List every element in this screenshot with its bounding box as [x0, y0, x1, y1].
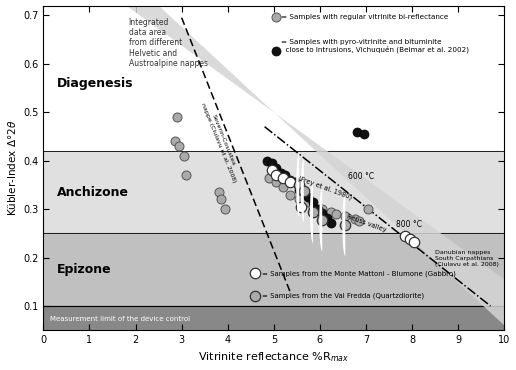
Text: Epizone: Epizone	[57, 263, 112, 276]
Text: Integrated
data area
from different
Helvetic and
Austroalpine nappes: Integrated data area from different Helv…	[128, 18, 207, 68]
Text: 800 °C: 800 °C	[396, 221, 422, 229]
Bar	[43, 6, 504, 151]
Wedge shape	[342, 193, 345, 256]
Text: Anchizone: Anchizone	[57, 186, 129, 199]
Text: = Samples with regular vitrinite bi-reflectance: = Samples with regular vitrinite bi-refl…	[281, 14, 448, 20]
Text: = Samples with pyro-vitrinite and bituminite
  close to intrusions, Vichuquén (B: = Samples with pyro-vitrinite and bitumi…	[281, 39, 469, 54]
Text: Diagenesis: Diagenesis	[57, 77, 134, 90]
Bar	[43, 233, 504, 306]
Text: Severin-Cosustea
nappe (Ciulavu et al. 2008): Severin-Cosustea nappe (Ciulavu et al. 2…	[200, 100, 242, 183]
X-axis label: Vitrinite reflectance %R$_{max}$: Vitrinite reflectance %R$_{max}$	[198, 351, 349, 364]
Text: (Frey et al. 1980): (Frey et al. 1980)	[297, 174, 352, 200]
Text: Reuss valley: Reuss valley	[346, 214, 386, 233]
Text: = Samples from the Monte Mattoni - Blumone (Gabbro): = Samples from the Monte Mattoni - Blumo…	[262, 270, 456, 277]
Wedge shape	[310, 180, 313, 243]
Polygon shape	[126, 6, 504, 325]
Bar	[43, 306, 504, 330]
Wedge shape	[296, 153, 299, 216]
Y-axis label: Kübler-Index $\Delta$°2$\theta$: Kübler-Index $\Delta$°2$\theta$	[6, 120, 18, 216]
Wedge shape	[319, 188, 322, 251]
Text: 600 °C: 600 °C	[348, 172, 374, 181]
Wedge shape	[301, 159, 304, 222]
Text: = Samples from the Val Fredda (Quartzdiorite): = Samples from the Val Fredda (Quartzdio…	[262, 293, 425, 299]
Text: Danubian nappes
South Carpathians
(Ciulavu et al. 2008): Danubian nappes South Carpathians (Ciula…	[435, 250, 499, 267]
Bar	[43, 151, 504, 233]
Text: Measurement limit of the device control: Measurement limit of the device control	[50, 316, 190, 322]
